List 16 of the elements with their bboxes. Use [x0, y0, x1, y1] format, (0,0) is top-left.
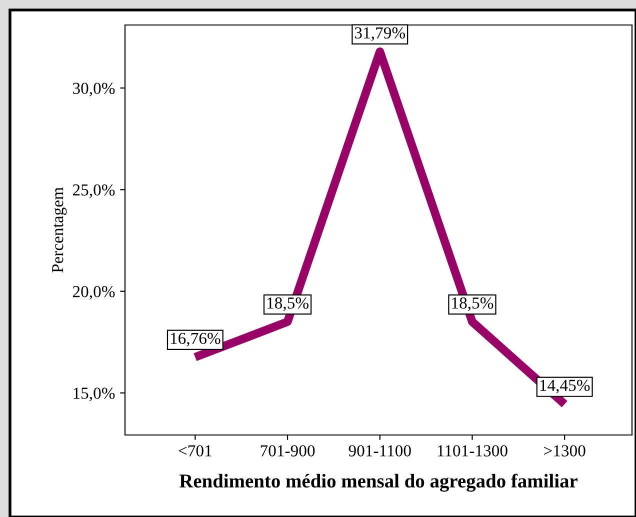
x-tick-label: >1300	[544, 445, 586, 456]
y-axis-title: Percentagem	[52, 187, 67, 273]
data-label: 16,76%	[170, 332, 220, 346]
data-label: 31,79%	[354, 27, 406, 41]
y-tick-label: 20,0%	[72, 286, 115, 300]
data-label: 18,5%	[267, 297, 308, 312]
data-label: 18,5%	[452, 297, 494, 312]
y-tick-label: 25,0%	[72, 184, 115, 198]
x-tick-label: 1101-1300	[438, 445, 508, 456]
x-tick-label: <701	[178, 445, 212, 456]
x-tick-label: 901-1100	[348, 445, 411, 456]
y-tick-label: 15,0%	[74, 388, 115, 402]
x-tick-label: 701-900	[260, 445, 315, 456]
data-label: 14,45%	[540, 380, 590, 394]
x-axis-title: Rendimento médio mensal do agregado familiar	[179, 474, 578, 492]
y-tick-label: 30,0%	[73, 82, 115, 96]
